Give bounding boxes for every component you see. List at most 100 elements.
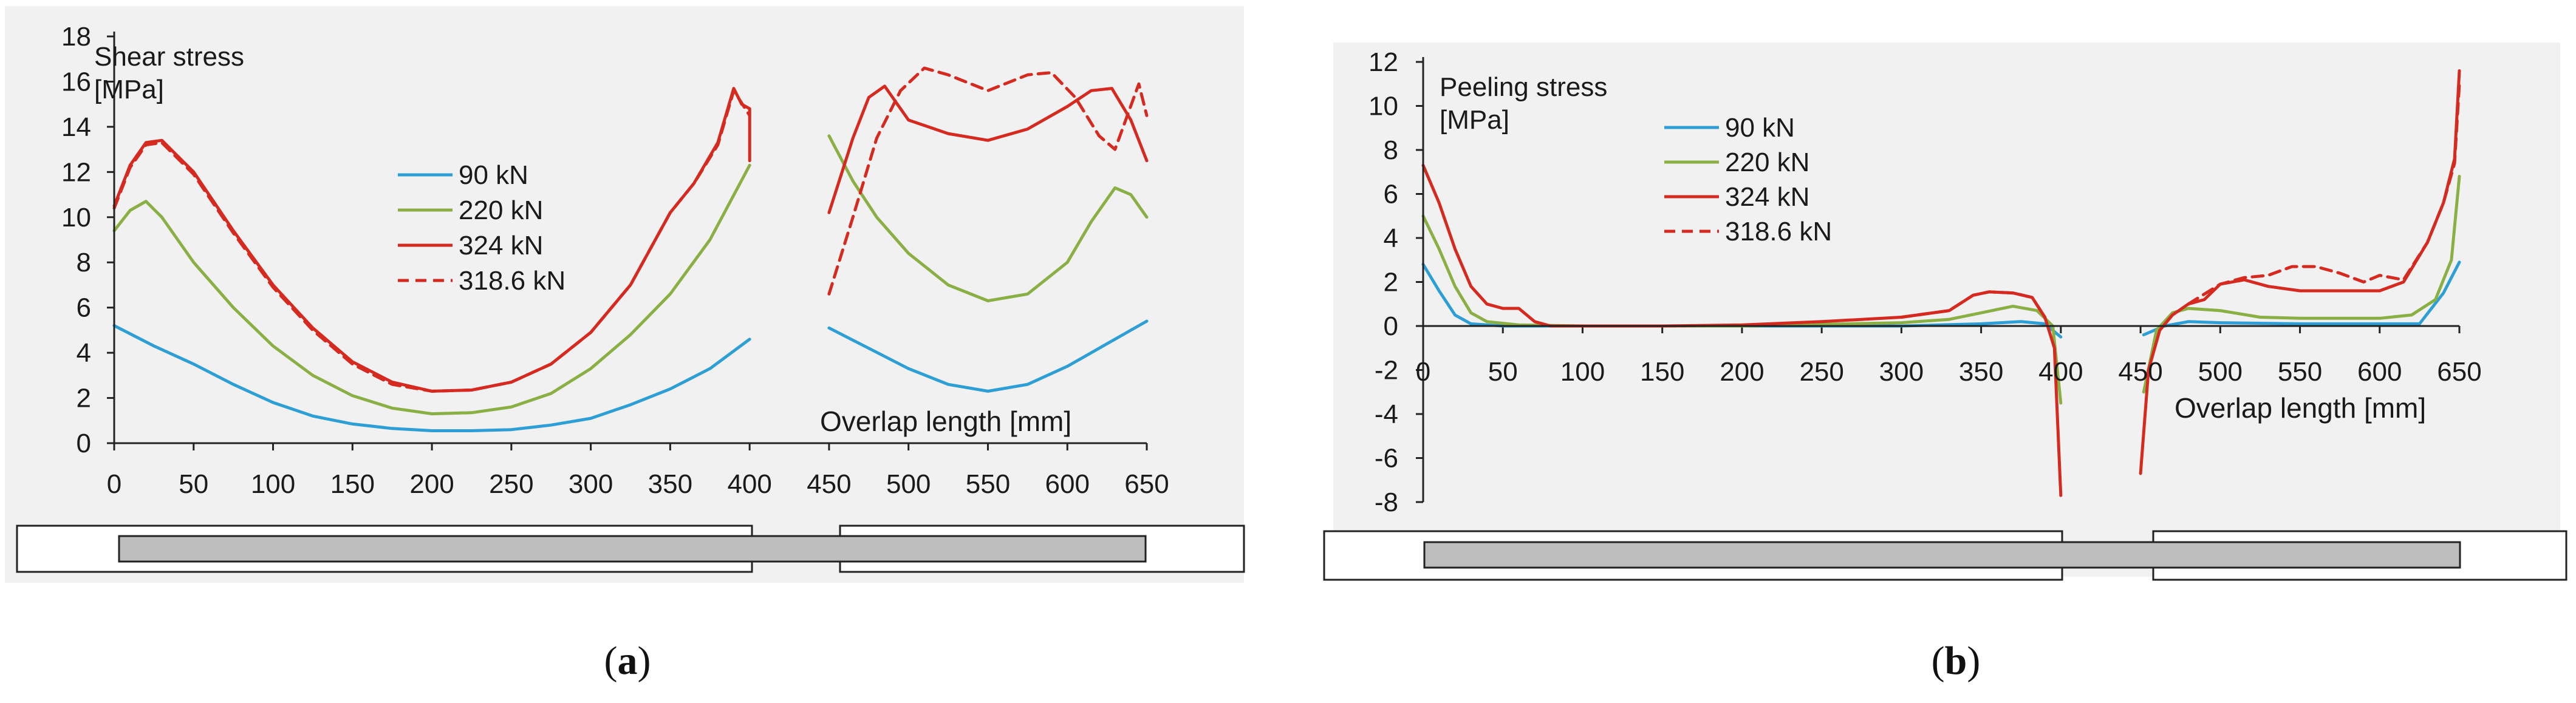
panel-a-y-label-line1: Shear stress (94, 42, 244, 72)
x-tick-label: 250 (1799, 357, 1843, 387)
y-tick-label: -8 (1375, 487, 1398, 517)
series-line-segment (1899, 290, 2047, 319)
panel-a-y-label-line2: [MPa] (94, 75, 164, 104)
y-tick-label: -2 (1375, 356, 1398, 385)
y-tick-label: 2 (1384, 268, 1398, 297)
legend-label: 318.6 kN (1725, 217, 1832, 246)
y-tick-label: 14 (61, 112, 91, 142)
y-tick-label: 8 (77, 248, 91, 277)
x-tick-label: 100 (1560, 357, 1605, 387)
x-tick-label: 350 (1959, 357, 2003, 387)
x-tick-label: 200 (1720, 357, 1764, 387)
series-line-segment (827, 134, 1149, 302)
x-tick-label: 650 (1124, 469, 1169, 499)
y-tick-label: -6 (1375, 444, 1398, 474)
panel-a-y-tick-labels: 0 2 4 6 8 10 12 14 16 18 (61, 22, 91, 458)
x-tick-label: 100 (251, 469, 295, 499)
panel-a-ticks (107, 35, 1148, 450)
panel-a-series (112, 66, 1149, 432)
x-tick-label: 600 (2357, 357, 2402, 387)
caption-a-open: ( (604, 639, 618, 683)
legend-label: 220 kN (1725, 148, 1809, 177)
caption-b-letter: b (1945, 639, 1967, 683)
x-tick-label: 400 (2038, 357, 2083, 387)
panel-b-ticks (1416, 61, 2461, 503)
y-tick-label: 0 (1384, 311, 1398, 341)
legend-label: 90 kN (459, 160, 528, 190)
x-tick-label: 300 (569, 469, 613, 499)
x-tick-label: 0 (1416, 357, 1430, 387)
series-90kNkn (112, 319, 1149, 432)
legend-label: 90 kN (1725, 113, 1795, 143)
y-tick-label: 4 (77, 338, 91, 368)
y-tick-label: -4 (1375, 399, 1398, 429)
caption-b: (b) (1932, 639, 1981, 683)
panel-a-bonded-plate (118, 535, 1147, 563)
x-tick-label: 50 (1488, 357, 1518, 387)
panel-b-y-tick-labels: -8 -6 -4 -2 0 2 4 6 8 10 12 (1368, 47, 1398, 517)
x-tick-label: 0 (107, 469, 121, 499)
panel-a-axes (113, 32, 1147, 444)
panel-b-y-axis-label: Peeling stress [MPa] (1440, 72, 1615, 135)
y-tick-label: 8 (1384, 135, 1398, 165)
x-tick-label: 500 (2198, 357, 2243, 387)
caption-b-close: ) (1967, 639, 1980, 683)
x-tick-label: 300 (1879, 357, 1924, 387)
x-tick-label: 650 (2437, 357, 2481, 387)
series-line-segment (112, 163, 751, 416)
x-tick-label: 500 (886, 469, 931, 499)
y-tick-label: 16 (61, 67, 91, 97)
x-tick-label: 150 (330, 469, 375, 499)
y-tick-label: 10 (61, 203, 91, 233)
series-line-segment (827, 84, 1149, 214)
panel-a-legend: 90 kN 220 kN 324 kN 318.6 kN (398, 160, 565, 296)
panel-b-specimen-diagram (1323, 530, 2567, 581)
legend-label: 324 kN (459, 231, 543, 260)
caption-a-close: ) (638, 639, 651, 683)
panel-b-y-label-line1: Peeling stress (1440, 72, 1607, 102)
panel-b-axes (1422, 57, 2459, 502)
series-line-segment (827, 319, 1149, 393)
x-tick-label: 150 (1640, 357, 1684, 387)
x-tick-label: 450 (807, 469, 851, 499)
panel-a-x-tick-labels: 0 50 100 150 200 250 300 350 400 450 500 550 600 650 (107, 469, 1169, 499)
series-318-6kNkn (112, 66, 1149, 393)
y-tick-label: 2 (77, 384, 91, 413)
y-tick-label: 0 (77, 429, 91, 458)
y-tick-label: 12 (1368, 47, 1398, 77)
legend-label: 318.6 kN (459, 266, 565, 296)
series-line-segment (2142, 260, 2461, 336)
x-tick-label: 600 (1045, 469, 1090, 499)
panel-b-legend: 90 kN 220 kN 324 kN 318.6 kN (1664, 113, 1832, 246)
x-tick-label: 550 (2278, 357, 2322, 387)
series-line-segment (2142, 175, 2461, 394)
series-318-6kNkn (1899, 82, 2461, 319)
panel-b-bonded-plate (1423, 541, 2461, 569)
x-tick-label: 350 (648, 469, 692, 499)
panel-b-x-axis-label: Overlap length [mm] (2175, 392, 2426, 424)
y-tick-label: 6 (77, 293, 91, 323)
series-line-segment (2187, 82, 2461, 306)
series-line-segment (112, 89, 751, 393)
x-tick-label: 400 (727, 469, 771, 499)
x-tick-label: 200 (409, 469, 454, 499)
caption-b-open: ( (1932, 639, 1945, 683)
y-tick-label: 6 (1384, 180, 1398, 209)
caption-a: (a) (604, 639, 651, 683)
x-tick-label: 250 (489, 469, 533, 499)
x-tick-label: 550 (966, 469, 1010, 499)
panel-a-specimen-diagram (16, 525, 1245, 573)
legend-label: 324 kN (1725, 182, 1809, 212)
y-tick-label: 4 (1384, 223, 1398, 253)
panel-b-y-label-line2: [MPa] (1440, 105, 1509, 135)
caption-a-letter: a (618, 639, 638, 683)
shear-stress-panel: 0 2 4 6 8 10 12 14 16 18 0 50 100 150 200 250 300 350 400… (5, 6, 1245, 583)
y-tick-label: 18 (61, 22, 91, 52)
series-line-segment (112, 324, 751, 432)
panel-a-y-axis-label: Shear stress [MPa] (94, 42, 251, 104)
y-tick-label: 12 (61, 157, 91, 187)
series-220kNkn (112, 134, 1149, 416)
x-tick-label: 50 (179, 469, 208, 499)
panel-a-x-axis-label: Overlap length [mm] (820, 406, 1071, 437)
